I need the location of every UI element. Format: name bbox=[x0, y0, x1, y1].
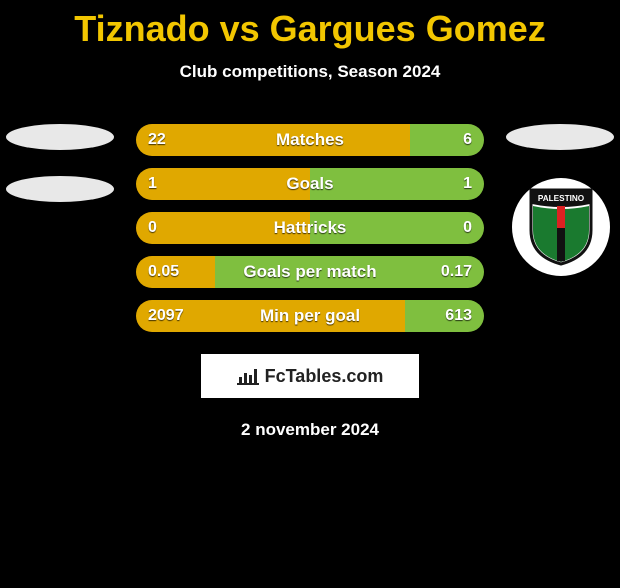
comparison-bars: Matches 22 6 Goals 1 1 Hattricks 0 0 Goals per ma… bbox=[136, 124, 484, 332]
bar-label: Goals bbox=[286, 174, 333, 194]
bar-chart-icon bbox=[237, 367, 259, 385]
bar-value-right: 6 bbox=[463, 131, 472, 149]
svg-text:PALESTINO: PALESTINO bbox=[538, 194, 585, 203]
avatar-ellipse-icon bbox=[6, 124, 114, 150]
attribution-badge: FcTables.com bbox=[201, 354, 419, 398]
bar-label: Hattricks bbox=[274, 218, 347, 238]
player-left-avatar bbox=[6, 124, 114, 202]
bar-value-right: 0.17 bbox=[441, 263, 472, 281]
bar-value-left: 0.05 bbox=[148, 263, 179, 281]
stat-bar: Min per goal 2097 613 bbox=[136, 300, 484, 332]
stat-bar: Hattricks 0 0 bbox=[136, 212, 484, 244]
attribution-text: FcTables.com bbox=[265, 366, 384, 387]
bar-value-right: 613 bbox=[445, 307, 472, 325]
palestino-shield-icon: PALESTINO bbox=[529, 188, 593, 266]
bar-label: Min per goal bbox=[260, 306, 360, 326]
bar-value-right: 0 bbox=[463, 219, 472, 237]
bar-right-fill bbox=[310, 168, 484, 200]
player-right-avatar: PALESTINO bbox=[506, 124, 614, 276]
bar-value-left: 0 bbox=[148, 219, 157, 237]
bar-value-right: 1 bbox=[463, 175, 472, 193]
bar-value-left: 1 bbox=[148, 175, 157, 193]
stat-bar: Matches 22 6 bbox=[136, 124, 484, 156]
bar-right-fill bbox=[410, 124, 484, 156]
bar-left-fill bbox=[136, 168, 310, 200]
avatar-ellipse-icon bbox=[506, 124, 614, 150]
date-text: 2 november 2024 bbox=[0, 420, 620, 440]
avatar-ellipse-icon bbox=[6, 176, 114, 202]
bar-label: Goals per match bbox=[243, 262, 376, 282]
page-title: Tiznado vs Gargues Gomez bbox=[0, 8, 620, 50]
bar-value-left: 22 bbox=[148, 131, 166, 149]
stat-bar: Goals 1 1 bbox=[136, 168, 484, 200]
bar-value-left: 2097 bbox=[148, 307, 184, 325]
club-badge: PALESTINO bbox=[512, 178, 610, 276]
stat-bar: Goals per match 0.05 0.17 bbox=[136, 256, 484, 288]
subtitle: Club competitions, Season 2024 bbox=[0, 62, 620, 82]
stats-area: PALESTINO Matches 22 6 Goals 1 1 Hattricks 0 0 Go… bbox=[0, 124, 620, 332]
bar-label: Matches bbox=[276, 130, 344, 150]
bar-left-fill bbox=[136, 124, 410, 156]
